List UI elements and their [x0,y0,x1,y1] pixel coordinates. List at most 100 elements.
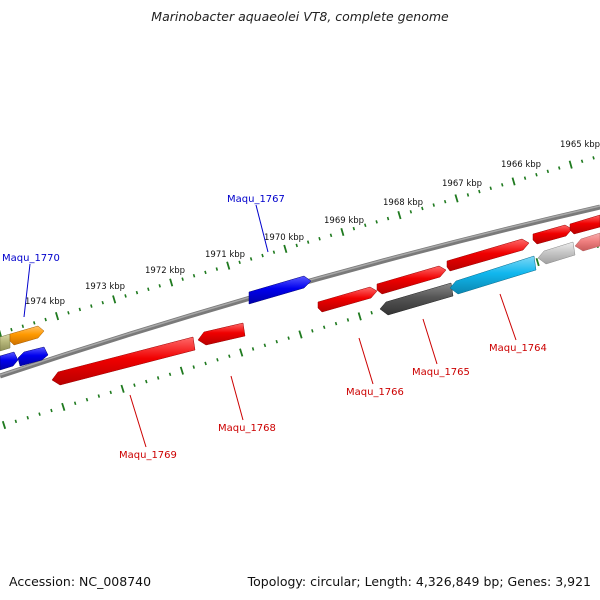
kbp-label: 1968 kbp [383,198,423,208]
minor-tick [329,233,333,238]
major-tick [112,295,117,304]
gene-arrow-maqu-1769[interactable] [51,336,196,386]
minor-tick [158,284,161,288]
gene-arrow[interactable] [376,265,447,295]
minor-tick [443,199,447,204]
major-tick [535,257,540,267]
leader-line [23,263,31,318]
major-tick [61,402,66,411]
minor-tick [375,220,378,224]
minor-tick [168,372,172,377]
gene-arrow-maqu-1765[interactable] [379,282,454,316]
minor-tick [101,300,104,305]
minor-tick [249,257,253,261]
major-tick [120,384,125,393]
major-tick [1,420,7,430]
minor-tick [295,243,298,248]
kbp-label: 1973 kbp [85,282,125,292]
gene-arrow[interactable] [569,214,600,235]
gene-arrow[interactable] [446,238,530,272]
major-tick [169,278,174,287]
minor-tick [272,250,276,254]
gene-arrow[interactable] [9,325,45,346]
leader-line [499,293,517,341]
minor-tick [10,327,13,332]
minor-tick [275,339,278,344]
minor-tick [204,270,207,275]
gene-arrow-maqu-1764[interactable] [449,255,537,295]
major-tick [226,261,231,270]
gene-arrow[interactable] [537,241,576,265]
minor-tick [263,343,267,348]
accession-text: Accession: NC_008740 [9,574,152,589]
minor-tick [73,401,77,406]
minor-tick [251,347,255,351]
minor-tick [346,318,350,322]
major-tick [340,227,345,237]
minor-tick [558,166,561,170]
minor-tick [78,307,82,312]
major-tick [55,312,60,321]
gene-label[interactable]: Maqu_1767 [227,194,285,205]
minor-tick [192,273,196,278]
minor-tick [261,253,264,258]
gene-arrow[interactable] [317,286,378,313]
minor-tick [318,236,321,241]
kbp-label: 1971 kbp [205,250,245,260]
major-tick [454,194,459,203]
minor-tick [334,321,338,326]
minor-tick [90,304,93,308]
minor-tick [409,210,413,214]
kbp-label: 1972 kbp [145,266,185,276]
minor-tick [38,412,41,416]
gene-arrow-maqu-1768[interactable] [197,322,246,346]
minor-tick [181,277,184,281]
minor-tick [364,223,367,228]
minor-tick [21,324,25,329]
minor-tick [478,189,481,194]
minor-tick [311,329,314,333]
minor-tick [523,176,527,180]
minor-tick [204,361,207,366]
kbp-label: 1974 kbp [25,297,65,307]
leader-line [129,394,147,448]
gene-arrow[interactable] [0,333,11,352]
kbp-label: 1970 kbp [264,233,304,243]
kbp-label: 1966 kbp [501,160,541,170]
minor-tick [352,226,356,231]
minor-tick [592,156,595,160]
gene-arrow[interactable] [0,351,19,371]
minor-tick [238,260,241,265]
kbp-label: 1967 kbp [442,179,482,189]
minor-tick [156,376,160,380]
gene-label[interactable]: Maqu_1770 [2,253,60,264]
minor-tick [501,183,504,187]
gene-arrow-maqu-1767[interactable] [248,275,312,305]
major-tick [357,312,362,321]
gene-label[interactable]: Maqu_1769 [119,450,177,461]
leader-line [230,375,244,421]
minor-tick [535,172,538,177]
major-tick [239,348,244,357]
gene-label[interactable]: Maqu_1766 [346,387,404,398]
kbp-label: 1965 kbp [560,140,600,150]
minor-tick [216,358,219,362]
minor-tick [370,310,373,315]
gene-label[interactable]: Maqu_1765 [412,367,470,378]
major-tick [283,244,288,253]
minor-tick [26,415,29,420]
gene-label[interactable]: Maqu_1764 [489,343,547,354]
reverse-strand-genes [0,232,600,386]
minor-tick [145,379,148,384]
minor-tick [33,321,36,325]
gene-label[interactable]: Maqu_1768 [218,423,276,434]
gene-arrow[interactable] [532,224,573,245]
minor-tick [67,311,70,315]
gene-arrow[interactable] [17,346,49,367]
minor-tick [85,397,89,402]
minor-tick [215,267,219,271]
minor-tick [147,287,150,292]
gene-arrow[interactable] [574,232,600,252]
